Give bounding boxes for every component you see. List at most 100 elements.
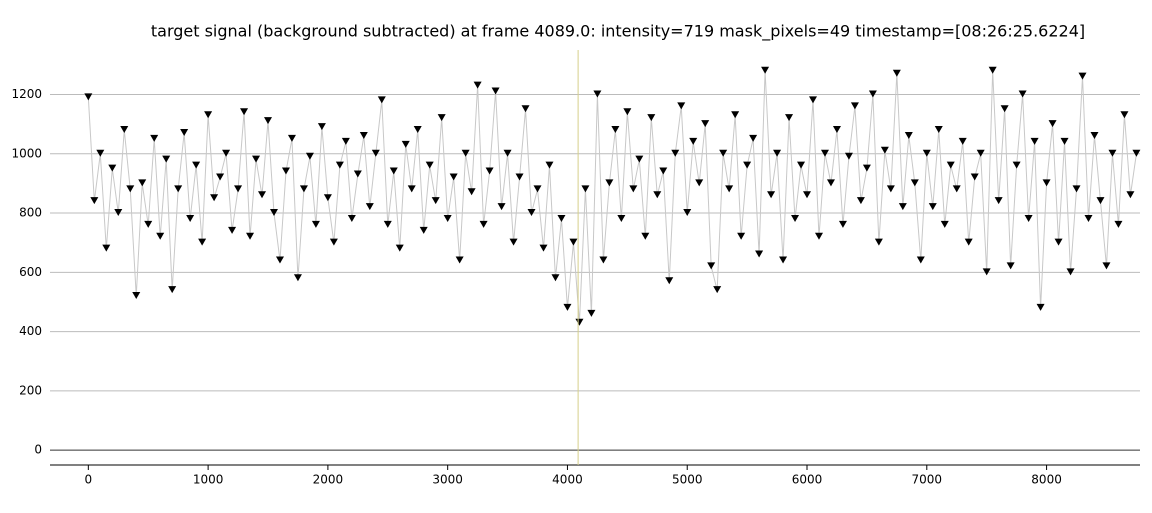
marker [946, 161, 955, 169]
marker [557, 214, 566, 222]
marker [264, 117, 272, 125]
marker [994, 197, 1003, 205]
x-tick-label: 3000 [432, 473, 463, 487]
marker [311, 220, 320, 228]
marker [84, 93, 93, 101]
marker [533, 185, 542, 193]
marker [1066, 268, 1075, 276]
marker [479, 220, 488, 228]
marker [1024, 214, 1033, 222]
marker [701, 120, 710, 128]
marker [180, 129, 189, 136]
x-tick-label: 6000 [792, 473, 823, 487]
marker [767, 191, 776, 199]
marker [234, 185, 243, 193]
marker [252, 155, 261, 163]
marker [832, 126, 841, 134]
marker [737, 232, 746, 240]
marker [958, 137, 967, 145]
marker [563, 303, 572, 311]
marker [138, 179, 147, 187]
marker [407, 185, 416, 193]
marker [1012, 161, 1021, 169]
marker [581, 185, 590, 193]
marker [575, 318, 584, 326]
marker [617, 214, 626, 222]
marker [1036, 303, 1045, 311]
marker [1102, 262, 1111, 270]
marker [976, 149, 985, 157]
marker [731, 111, 740, 119]
y-tick-label: 800 [19, 206, 42, 220]
marker [281, 167, 290, 175]
marker [611, 126, 620, 134]
marker [659, 167, 668, 175]
marker [150, 134, 159, 142]
marker [904, 131, 913, 139]
marker [844, 152, 853, 160]
marker [467, 188, 476, 196]
marker [671, 149, 680, 157]
marker [419, 226, 428, 234]
marker [527, 209, 536, 217]
marker [689, 137, 698, 145]
marker [892, 69, 901, 77]
marker [814, 232, 823, 240]
marker [192, 161, 201, 169]
marker [635, 155, 644, 163]
marker [743, 161, 752, 169]
marker [856, 197, 865, 205]
x-tick-label: 0 [85, 473, 93, 487]
x-tick-label: 5000 [672, 473, 703, 487]
marker [96, 149, 105, 157]
marker [868, 90, 877, 98]
y-tick-label: 1200 [11, 87, 42, 101]
marker [934, 126, 943, 134]
marker [198, 238, 207, 246]
marker [222, 149, 231, 157]
marker [862, 164, 871, 172]
marker [665, 277, 674, 285]
marker [425, 161, 434, 169]
marker [383, 220, 392, 228]
marker [204, 111, 213, 119]
marker [228, 226, 237, 234]
marker [886, 185, 895, 193]
marker [168, 286, 177, 294]
marker [102, 244, 111, 252]
marker [365, 203, 374, 211]
marker [485, 167, 494, 175]
marker [1006, 262, 1015, 270]
marker [713, 286, 722, 294]
marker [569, 238, 578, 246]
marker [982, 268, 991, 276]
marker [988, 66, 997, 74]
series-line [87, 70, 1137, 323]
marker [497, 203, 506, 211]
marker [725, 185, 734, 193]
marker [323, 194, 332, 202]
marker [880, 146, 889, 154]
marker [114, 209, 123, 217]
marker [473, 81, 482, 89]
marker [413, 126, 422, 134]
y-tick-label: 1000 [11, 146, 42, 160]
marker [773, 149, 782, 157]
marker [545, 161, 554, 169]
marker [1018, 90, 1027, 98]
marker [1060, 137, 1069, 145]
marker [521, 105, 530, 113]
marker [210, 194, 219, 202]
marker [755, 250, 764, 258]
marker [359, 131, 368, 139]
marker [287, 134, 296, 142]
marker [258, 191, 267, 199]
marker [353, 170, 362, 178]
marker [305, 152, 314, 160]
marker [952, 185, 961, 193]
marker [1084, 214, 1093, 222]
marker [641, 232, 650, 240]
marker [120, 126, 129, 134]
